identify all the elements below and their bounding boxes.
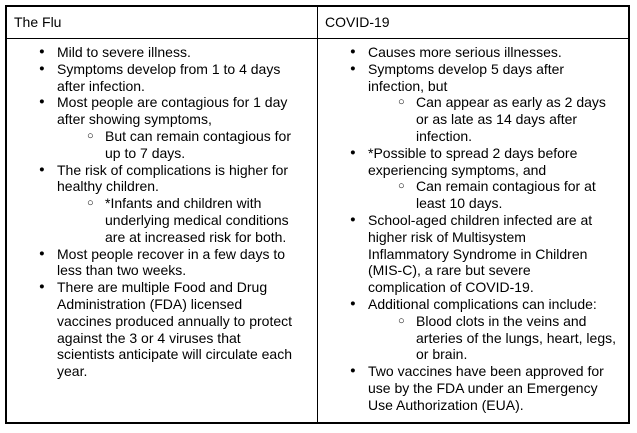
list-item-text: But can remain contagious for up to 7 da… <box>105 127 291 161</box>
list-item-text: Mild to severe illness. <box>57 44 191 60</box>
list-item: ● The risk of complications is higher for… <box>13 162 311 196</box>
flu-column: The Flu ● Mild to severe illness. ● Symptom… <box>7 7 317 422</box>
list-item: ○ *Infants and children with underlying m… <box>13 195 311 245</box>
filled-bullet-icon: ● <box>39 247 45 259</box>
filled-bullet-icon: ● <box>39 281 45 293</box>
flu-body-cell: ● Mild to severe illness. ● Symptoms develo… <box>7 39 317 422</box>
covid-bullet-list: ● Causes more serious illnesses. ● Symptoms… <box>324 44 622 414</box>
hollow-bullet-icon: ○ <box>398 314 405 327</box>
list-item: ● Symptoms develop 5 days after infection… <box>324 61 622 95</box>
hollow-bullet-icon: ○ <box>87 129 94 142</box>
flu-bullet-list: ● Mild to severe illness. ● Symptoms develo… <box>13 44 311 380</box>
list-item-text: There are multiple Food and Drug Adminis… <box>57 279 293 380</box>
covid-body-cell: ● Causes more serious illnesses. ● Symptoms… <box>318 39 628 424</box>
hollow-bullet-icon: ○ <box>398 96 405 109</box>
list-item: ○ Blood clots in the veins and arteries o… <box>324 313 622 363</box>
filled-bullet-icon: ● <box>39 62 45 74</box>
filled-bullet-icon: ● <box>39 163 45 175</box>
list-item: ● Most people are contagious for 1 day af… <box>13 94 311 128</box>
list-item-text: Additional complications can include: <box>368 295 597 312</box>
list-item-text: Causes more serious illnesses. <box>368 44 562 60</box>
list-item: ● School-aged children infected are at hi… <box>324 212 622 296</box>
list-item: ○ Can appear as early as 2 days or as lat… <box>324 94 622 144</box>
covid-header-label: COVID-19 <box>325 14 390 31</box>
list-item: ● There are multiple Food and Drug Admini… <box>13 279 311 380</box>
list-item: ○ Can remain contagious for at least 10 d… <box>324 178 622 212</box>
list-item-text: Most people are contagious for 1 day aft… <box>57 94 288 128</box>
list-item-text: Most people recover in a few days to les… <box>57 245 286 279</box>
list-item: ● Most people recover in a few days to le… <box>13 246 311 280</box>
covid-column: COVID-19 ● Causes more serious illnesses.… <box>317 7 628 422</box>
filled-bullet-icon: ● <box>350 46 356 57</box>
hollow-bullet-icon: ○ <box>398 180 405 193</box>
list-item-text: Symptoms develop 5 days after infection,… <box>368 60 565 94</box>
filled-bullet-icon: ● <box>350 146 356 158</box>
list-item: ○ But can remain contagious for up to 7 d… <box>13 128 311 162</box>
list-item: ● Two vaccines have been approved for use… <box>324 363 622 413</box>
list-item-text: *Infants and children with underlying me… <box>105 195 289 245</box>
hollow-bullet-icon: ○ <box>87 197 94 210</box>
covid-header-cell: COVID-19 <box>318 7 628 39</box>
filled-bullet-icon: ● <box>39 96 45 108</box>
list-item: ● Additional complications can include: <box>324 296 622 313</box>
list-item-text: School-aged children infected are at hig… <box>368 211 593 296</box>
list-item: ● Mild to severe illness. <box>13 44 311 61</box>
filled-bullet-icon: ● <box>350 213 356 225</box>
list-item-text: Two vaccines have been approved for use … <box>368 363 604 413</box>
filled-bullet-icon: ● <box>350 297 356 309</box>
flu-header-label: The Flu <box>14 14 62 31</box>
list-item: ● Causes more serious illnesses. <box>324 44 622 61</box>
filled-bullet-icon: ● <box>39 46 45 57</box>
list-item-text: *Possible to spread 2 days before experi… <box>368 144 578 178</box>
filled-bullet-icon: ● <box>350 62 356 74</box>
list-item-text: The risk of complications is higher for … <box>57 161 289 195</box>
list-item-text: Blood clots in the veins and arteries of… <box>416 312 616 363</box>
filled-bullet-icon: ● <box>350 365 356 377</box>
list-item-text: Can appear as early as 2 days or as late… <box>416 94 606 144</box>
list-item-text: Can remain contagious for at least 10 da… <box>416 178 596 212</box>
list-item: ● *Possible to spread 2 days before exper… <box>324 145 622 179</box>
list-item: ● Symptoms develop from 1 to 4 days after… <box>13 61 311 95</box>
flu-header-cell: The Flu <box>7 7 317 39</box>
flu-covid-comparison-table: The Flu ● Mild to severe illness. ● Symptom… <box>5 5 630 424</box>
list-item-text: Symptoms develop from 1 to 4 days after … <box>57 60 281 94</box>
